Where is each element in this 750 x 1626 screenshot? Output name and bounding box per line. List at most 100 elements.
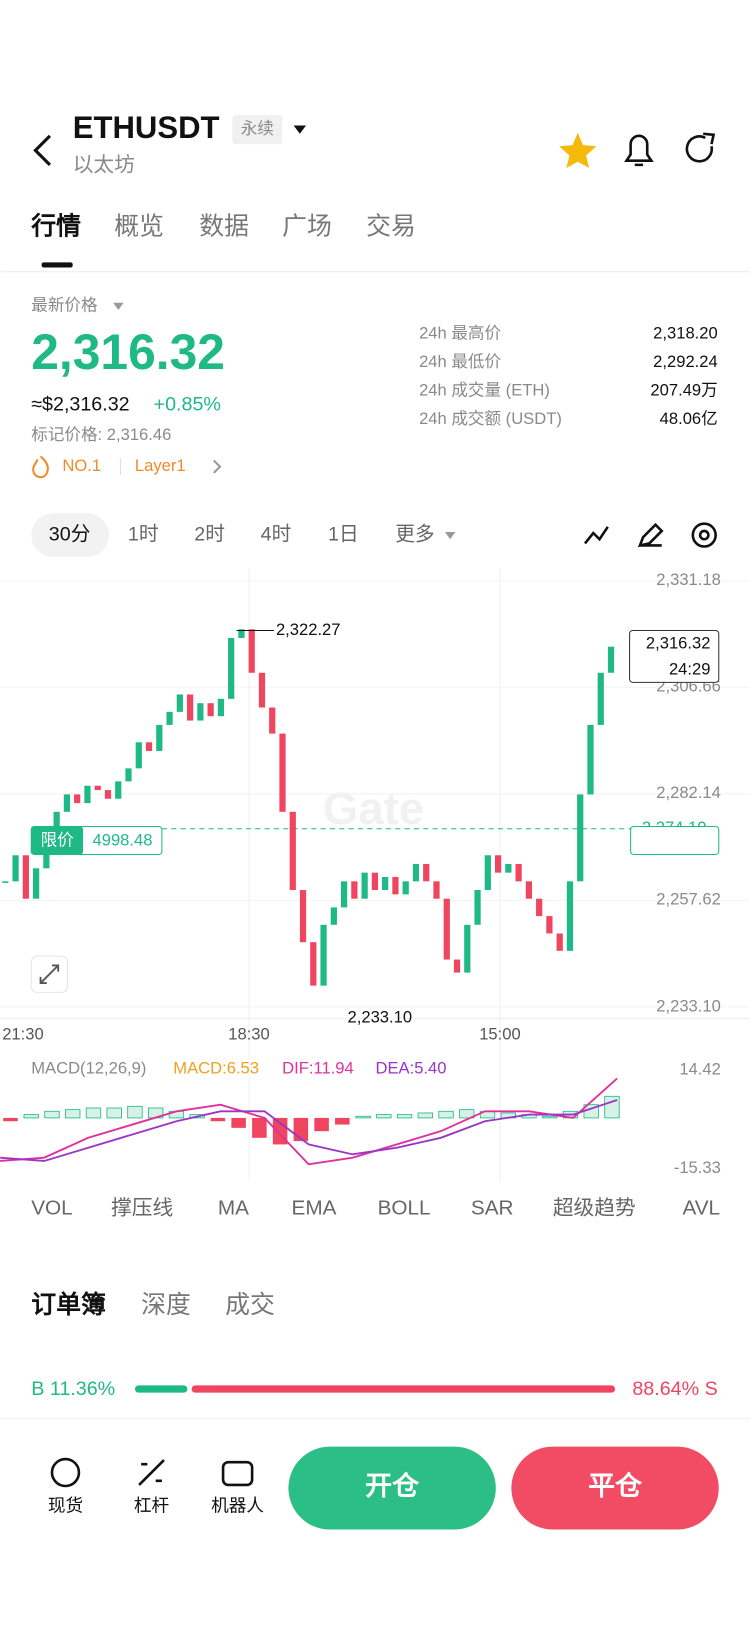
candle	[494, 855, 502, 873]
candle	[115, 781, 122, 799]
tab[interactable]: 数据	[199, 213, 249, 241]
candle	[12, 855, 19, 882]
stat-label: 24h 最高价	[419, 323, 501, 342]
tab[interactable]: 广场	[282, 213, 332, 241]
indicator[interactable]: SAR	[471, 1197, 514, 1220]
tab-indicator	[41, 262, 73, 268]
indicator[interactable]: BOLL	[378, 1197, 431, 1220]
macd-bar	[23, 1114, 39, 1119]
open-label: 开仓	[365, 1471, 420, 1501]
dropdown[interactable]	[113, 302, 124, 311]
indicator[interactable]: VOL	[31, 1197, 72, 1220]
interval[interactable]: 1时	[128, 523, 159, 545]
candle	[382, 876, 389, 891]
candle	[156, 724, 163, 751]
tab[interactable]: 概览	[114, 213, 164, 241]
nav-label[interactable]: 杠杆	[134, 1495, 169, 1515]
limit-level-box	[630, 825, 720, 855]
candle	[145, 742, 153, 751]
indicator[interactable]: MA	[218, 1197, 249, 1220]
last-price: 2,316.32	[31, 324, 225, 380]
tab[interactable]: 行情	[30, 213, 81, 241]
interval[interactable]: 4时	[261, 523, 292, 545]
interval[interactable]: 更多	[395, 523, 434, 545]
interval[interactable]: 30分	[49, 523, 91, 545]
indicator[interactable]: AVL	[682, 1197, 720, 1220]
draw-tool[interactable]	[637, 522, 664, 548]
last-price-box	[629, 629, 720, 683]
macd-bar	[106, 1107, 122, 1119]
indicator[interactable]: EMA	[292, 1197, 337, 1220]
bot-icon	[221, 1460, 254, 1487]
close-button[interactable]	[511, 1446, 719, 1530]
close-label: 平仓	[588, 1471, 643, 1501]
dropdown[interactable]	[444, 531, 456, 540]
macd-bar	[231, 1117, 246, 1128]
candle	[135, 742, 142, 769]
candle	[371, 872, 379, 891]
candle	[484, 855, 491, 891]
sell-bar	[191, 1385, 616, 1393]
candle	[587, 724, 594, 795]
macd-bar	[210, 1117, 226, 1122]
candle	[310, 942, 317, 986]
alert[interactable]	[624, 134, 654, 167]
share[interactable]	[685, 132, 716, 163]
stat-value: 2,318.20	[653, 323, 718, 342]
candle	[423, 863, 430, 882]
candle	[269, 707, 276, 734]
indicator[interactable]: 超级趋势	[553, 1197, 636, 1220]
tag[interactable]: Layer1	[135, 456, 186, 475]
candle	[289, 811, 296, 891]
candle	[320, 924, 327, 986]
candle	[566, 881, 574, 951]
macd-title: MACD(12,26,9)	[31, 1059, 146, 1078]
orderbook-tab[interactable]: 成交	[225, 1291, 275, 1319]
interval[interactable]: 1日	[328, 523, 359, 545]
candle	[125, 768, 132, 782]
macd-bar	[396, 1114, 413, 1119]
candle	[176, 694, 183, 712]
nav-label[interactable]: 现货	[48, 1495, 83, 1515]
stat-label: 24h 成交额 (USDT)	[419, 409, 562, 428]
macd-bar	[355, 1115, 371, 1119]
dropdown[interactable]	[293, 125, 307, 134]
orderbook-tab[interactable]: 订单簿	[31, 1290, 106, 1319]
candle	[556, 933, 563, 951]
candle	[104, 790, 112, 799]
back-button[interactable]	[33, 134, 52, 166]
indicator-tool[interactable]	[583, 526, 609, 545]
fullscreen-icon	[39, 964, 60, 984]
candle	[361, 872, 368, 899]
candle	[515, 863, 522, 882]
candle	[279, 733, 286, 812]
favorite[interactable]	[559, 132, 597, 168]
macd-bar	[376, 1114, 392, 1119]
candle	[443, 898, 450, 960]
price-label: 最新价格	[31, 295, 98, 314]
buy-ratio-label: B 11.36%	[31, 1378, 115, 1400]
contract: 永续	[241, 119, 274, 138]
chevron[interactable]	[213, 459, 222, 474]
nav-label[interactable]: 机器人	[211, 1495, 264, 1515]
macd-bar	[438, 1110, 454, 1119]
candle	[2, 881, 9, 883]
macd-bar	[335, 1117, 350, 1125]
usd-price: ≈$2,316.32	[31, 394, 129, 416]
candle	[433, 881, 440, 899]
macd-value: MACD:6.53	[173, 1059, 259, 1078]
stat-value: 2,292.24	[653, 352, 718, 371]
candle	[330, 907, 337, 925]
orderbook-tab[interactable]: 深度	[141, 1291, 191, 1319]
open-button[interactable]	[288, 1446, 496, 1530]
limit-price: 4998.48	[93, 830, 153, 849]
dif-line	[0, 1077, 618, 1166]
macd-bar	[3, 1117, 18, 1122]
settings[interactable]	[691, 522, 717, 548]
indicator[interactable]: 撑压线	[111, 1197, 173, 1220]
countdown: 24:29	[669, 659, 710, 678]
interval[interactable]: 2时	[194, 523, 225, 545]
tab[interactable]: 交易	[366, 213, 416, 241]
candle	[258, 672, 266, 708]
